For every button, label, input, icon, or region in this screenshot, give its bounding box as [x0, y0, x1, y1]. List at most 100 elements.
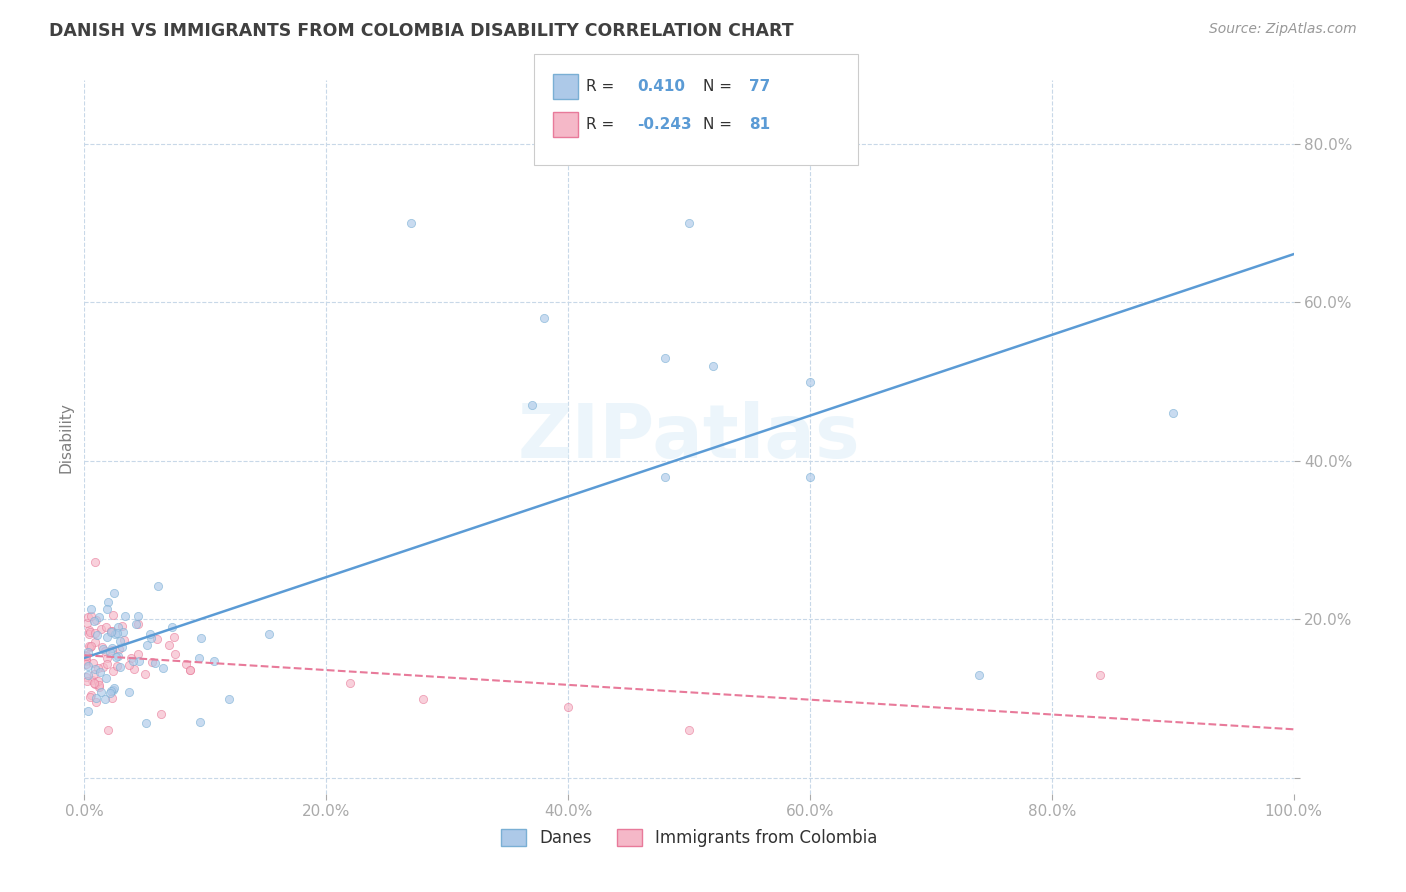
Point	[162, 620, 184, 634]
Point	[98, 645, 121, 659]
Point	[128, 654, 150, 668]
Point	[190, 631, 212, 645]
Point	[100, 624, 122, 639]
Point	[91, 660, 114, 674]
Point	[87, 680, 110, 694]
Point	[157, 638, 180, 652]
Point	[90, 622, 112, 636]
Text: -0.243: -0.243	[637, 118, 692, 132]
Point	[112, 633, 135, 648]
Point	[94, 644, 117, 658]
Point	[1161, 406, 1184, 420]
Point	[108, 633, 131, 648]
Point	[75, 657, 97, 671]
Point	[678, 723, 700, 738]
Point	[80, 673, 103, 688]
Point	[138, 627, 160, 641]
Point	[79, 624, 101, 638]
Point	[101, 643, 124, 657]
Point	[152, 661, 174, 675]
Point	[77, 639, 100, 653]
Point	[77, 704, 100, 718]
Point	[101, 664, 124, 678]
Point	[83, 676, 105, 690]
Point	[101, 641, 124, 656]
Point	[135, 715, 157, 730]
Point	[105, 659, 128, 673]
Text: N =: N =	[703, 79, 737, 94]
Point	[80, 688, 103, 702]
Point	[218, 692, 240, 706]
Point	[75, 670, 97, 684]
Point	[83, 614, 105, 628]
Point	[1088, 668, 1111, 682]
Point	[190, 714, 212, 729]
Point	[107, 648, 129, 663]
Point	[90, 684, 112, 698]
Point	[82, 656, 104, 670]
Legend: Danes, Immigrants from Colombia: Danes, Immigrants from Colombia	[494, 822, 884, 854]
Point	[187, 650, 209, 665]
Point	[89, 610, 111, 624]
Point	[96, 671, 118, 685]
Y-axis label: Disability: Disability	[58, 401, 73, 473]
Point	[143, 656, 166, 670]
Point	[163, 631, 186, 645]
Point	[96, 651, 118, 665]
Point	[412, 691, 434, 706]
Point	[96, 620, 118, 634]
Point	[101, 690, 124, 705]
Point	[79, 639, 101, 653]
Point	[91, 642, 114, 657]
Point	[150, 706, 173, 721]
Point	[79, 625, 101, 640]
Point	[96, 657, 118, 671]
Point	[83, 626, 105, 640]
Point	[134, 667, 156, 681]
Point	[94, 692, 117, 706]
Point	[83, 555, 105, 569]
Point	[79, 690, 101, 704]
Point	[105, 625, 128, 640]
Point	[557, 699, 579, 714]
Point	[77, 667, 100, 681]
Point	[84, 677, 107, 691]
Point	[76, 616, 98, 631]
Point	[101, 607, 124, 622]
Point	[110, 619, 132, 633]
Point	[76, 674, 98, 689]
Point	[127, 647, 149, 661]
Point	[654, 469, 676, 483]
Point	[339, 676, 361, 690]
Point	[799, 469, 821, 483]
Point	[87, 674, 110, 689]
Point	[127, 617, 149, 632]
Point	[103, 681, 125, 696]
Point	[80, 602, 103, 616]
Point	[118, 685, 141, 699]
Point	[141, 655, 163, 669]
Point	[654, 351, 676, 365]
Point	[96, 594, 118, 608]
Point	[83, 666, 105, 681]
Point	[77, 659, 100, 673]
Point	[125, 616, 148, 631]
Text: N =: N =	[703, 118, 737, 132]
Point	[179, 663, 201, 677]
Point	[84, 690, 107, 705]
Point	[79, 640, 101, 654]
Point	[77, 610, 100, 624]
Point	[84, 634, 107, 648]
Point	[89, 678, 111, 692]
Point	[127, 608, 149, 623]
Point	[104, 627, 127, 641]
Point	[111, 624, 134, 639]
Point	[98, 685, 121, 699]
Point	[77, 644, 100, 658]
Point	[104, 649, 127, 664]
Point	[165, 648, 187, 662]
Point	[97, 723, 120, 737]
Point	[257, 626, 280, 640]
Point	[80, 609, 103, 624]
Point	[520, 398, 543, 412]
